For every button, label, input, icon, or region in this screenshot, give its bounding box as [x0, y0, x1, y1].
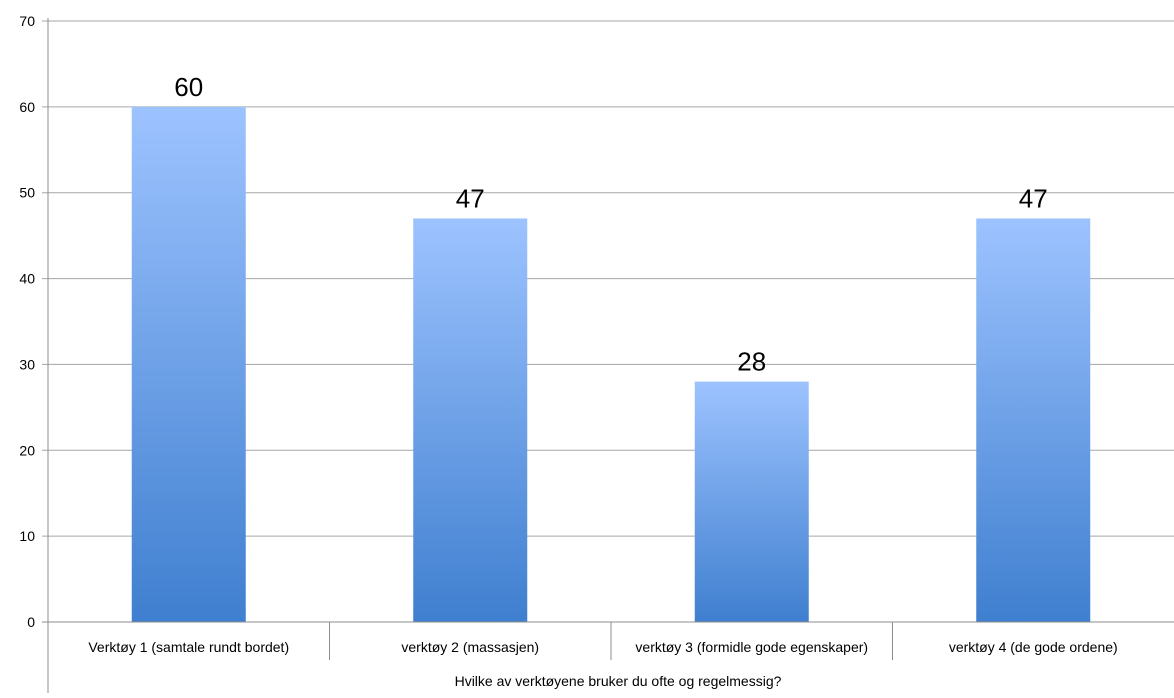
- y-tick-label: 70: [19, 13, 35, 29]
- data-label: 28: [737, 347, 766, 377]
- bar: [694, 381, 809, 622]
- x-tick-labels: Verktøy 1 (samtale rundt bordet) verktøy …: [88, 639, 1117, 655]
- data-label: 60: [174, 72, 203, 102]
- y-tick-label: 30: [19, 356, 35, 372]
- y-tick-label: 10: [19, 528, 35, 544]
- y-tick-label: 50: [19, 185, 35, 201]
- y-tick-label: 60: [19, 99, 35, 115]
- bar: [413, 218, 528, 622]
- data-labels: 60 47 28 47: [174, 72, 1047, 377]
- bar: [976, 218, 1091, 622]
- bars: [131, 106, 1091, 623]
- y-tick-label: 40: [19, 271, 35, 287]
- x-tick-label: verktøy 4 (de gode ordene): [949, 639, 1118, 655]
- axes: [42, 18, 1174, 693]
- x-tick-label: verktøy 3 (formidle gode egenskaper): [635, 639, 868, 655]
- y-tick-labels: 0 10 20 30 40 50 60 70: [19, 13, 35, 630]
- x-tick-label: Verktøy 1 (samtale rundt bordet): [88, 639, 289, 655]
- bar: [131, 106, 246, 623]
- y-tick-label: 20: [19, 442, 35, 458]
- data-label: 47: [456, 183, 485, 213]
- y-tick-label: 0: [27, 614, 35, 630]
- x-tick-label: verktøy 2 (massasjen): [401, 639, 539, 655]
- x-axis-title: Hvilke av verktøyene bruker du ofte og r…: [455, 673, 782, 689]
- data-label: 47: [1019, 183, 1048, 213]
